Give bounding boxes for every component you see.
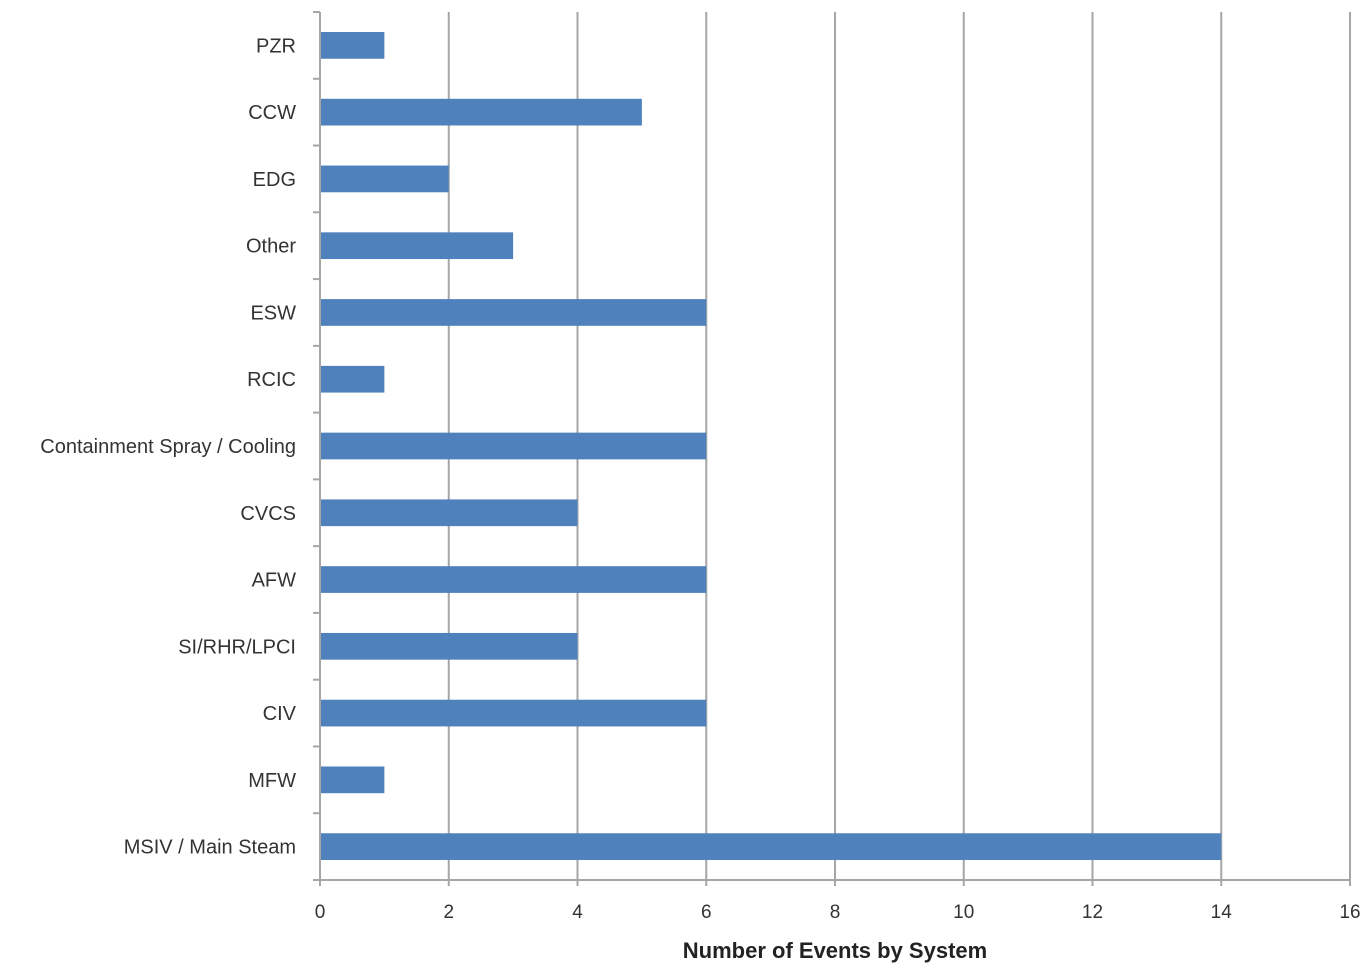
bar-ccw xyxy=(320,98,642,126)
y-tick-label: CVCS xyxy=(240,503,296,525)
y-tick-label: Other xyxy=(246,236,296,258)
bar-mfw xyxy=(320,766,385,794)
bar-containment-spray-cooling xyxy=(320,432,707,460)
x-tick-label: 12 xyxy=(1082,902,1103,923)
y-tick-label: EDG xyxy=(253,169,296,191)
axes xyxy=(313,11,1351,886)
bar-afw xyxy=(320,566,707,593)
x-tick-label: 2 xyxy=(443,902,454,923)
x-tick-labels: 0 2 4 6 8 10 12 14 16 xyxy=(315,902,1361,923)
y-tick-label: RCIC xyxy=(247,369,296,391)
x-tick-label: 0 xyxy=(315,902,326,923)
bar-rcic xyxy=(320,365,385,393)
x-axis-title: Number of Events by System xyxy=(683,938,987,963)
y-tick-label: MFW xyxy=(248,770,296,792)
y-tick-label: ESW xyxy=(250,302,296,324)
y-tick-label: SI/RHR/LPCI xyxy=(178,636,296,658)
y-tick-label: PZR xyxy=(256,35,296,57)
bar-other xyxy=(320,232,514,260)
x-tick-label: 16 xyxy=(1339,902,1360,923)
bar-msiv-main-steam xyxy=(320,833,1222,860)
x-tick-label: 10 xyxy=(953,902,974,923)
bar-civ xyxy=(320,699,707,727)
y-tick-label: CCW xyxy=(248,102,296,124)
y-tick-label: MSIV / Main Steam xyxy=(124,837,296,859)
x-tick-label: 6 xyxy=(701,902,712,923)
x-tick-label: 8 xyxy=(830,902,841,923)
y-tick-label: AFW xyxy=(252,570,297,592)
y-tick-label: Containment Spray / Cooling xyxy=(40,436,296,458)
x-tick-label: 14 xyxy=(1211,902,1233,923)
y-tick-label: CIV xyxy=(263,703,297,725)
x-tick-label: 4 xyxy=(572,902,583,923)
bar-edg xyxy=(320,165,449,193)
y-tick-labels: PZR CCW EDG Other ESW RCIC Containment Spray /… xyxy=(40,35,296,858)
bar-pzr xyxy=(320,32,385,59)
bar-esw xyxy=(320,299,707,326)
bar-cvcs xyxy=(320,499,578,527)
bars xyxy=(320,32,1222,860)
bar-si-rhr-lpci xyxy=(320,632,578,660)
